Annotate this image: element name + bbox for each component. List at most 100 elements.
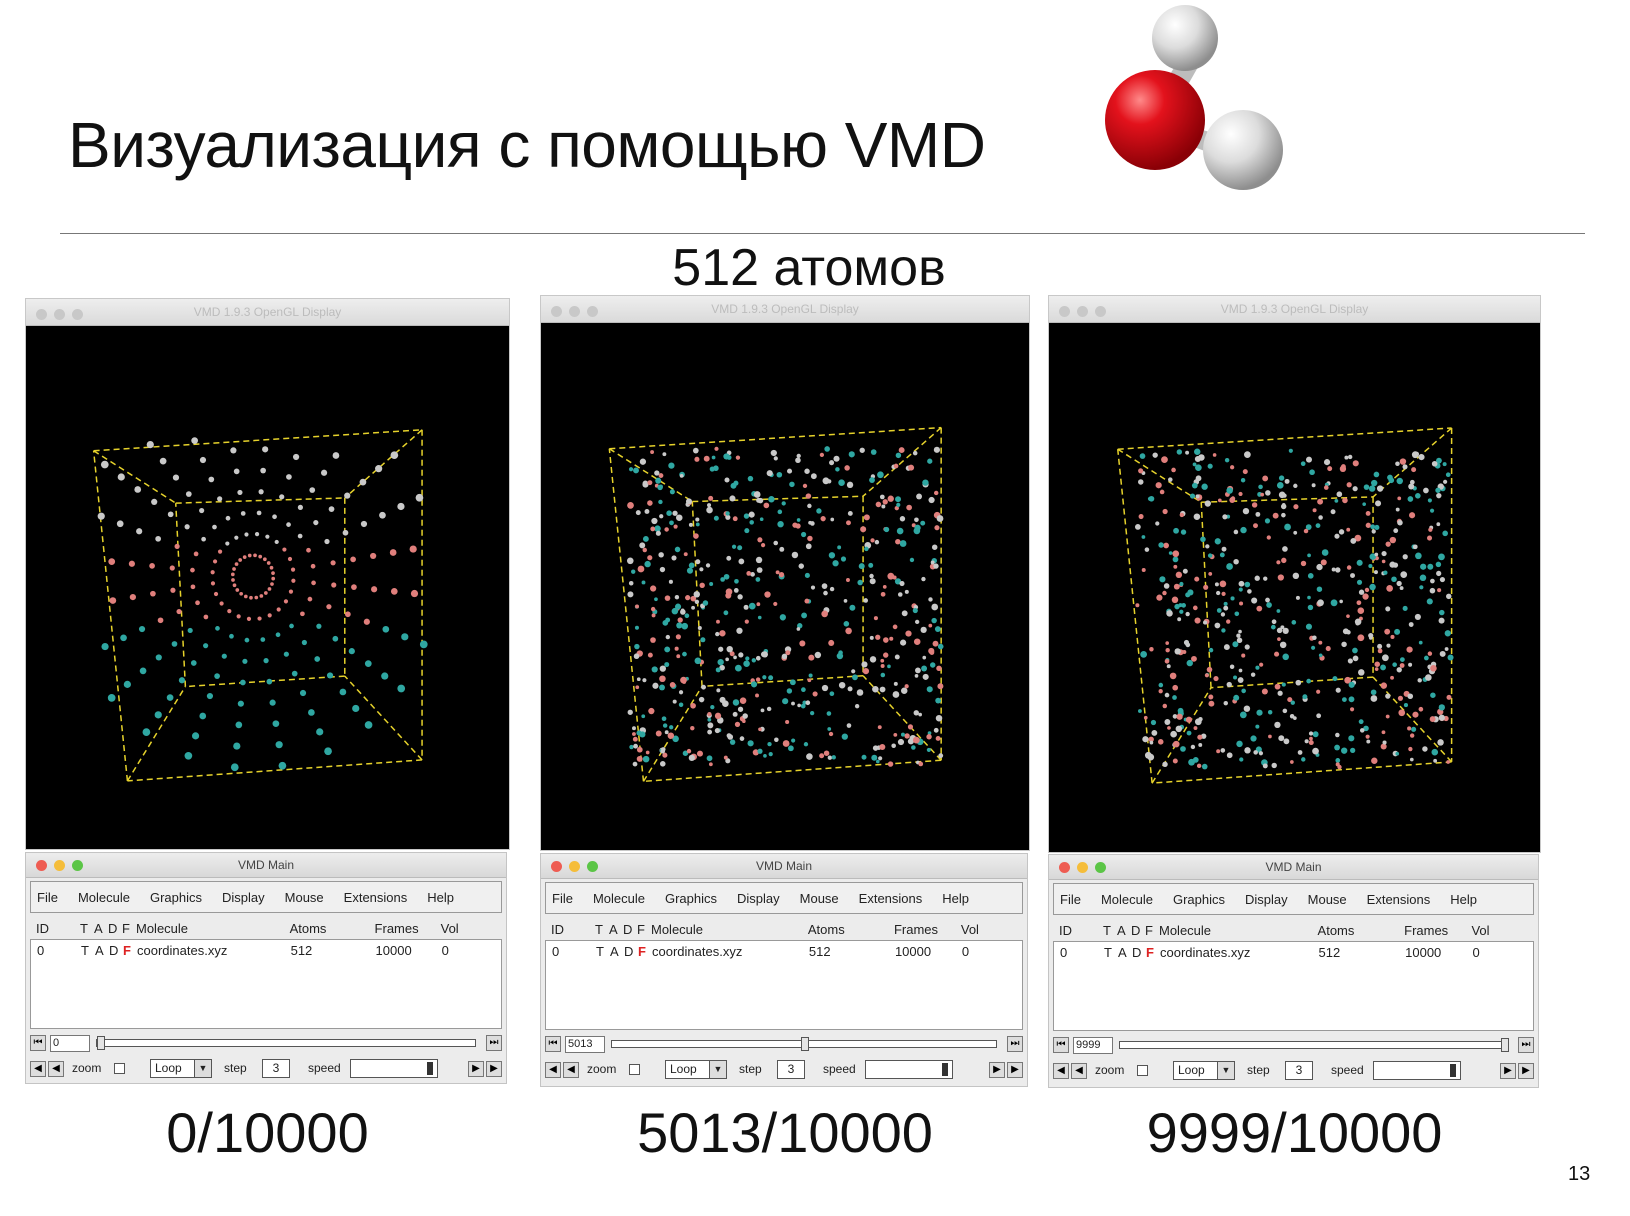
- frame-slider-handle[interactable]: [1500, 1038, 1509, 1052]
- column-a[interactable]: A: [94, 921, 103, 936]
- step-forward-icon[interactable]: ▶: [1518, 1063, 1534, 1079]
- skip-to-end-icon[interactable]: ⏭: [1518, 1037, 1534, 1053]
- loop-mode-select[interactable]: Loop ▼: [1173, 1061, 1235, 1080]
- opengl-display-window[interactable]: VMD 1.9.3 OpenGL Display: [25, 298, 510, 850]
- step-input[interactable]: 3: [262, 1059, 290, 1078]
- speed-slider-handle[interactable]: [427, 1062, 433, 1075]
- menu-item-extensions[interactable]: Extensions: [1366, 891, 1431, 907]
- menu-item-help[interactable]: Help: [427, 889, 455, 905]
- menu-item-help[interactable]: Help: [942, 890, 970, 906]
- frame-number-input[interactable]: 0: [50, 1035, 90, 1052]
- step-forward-icon[interactable]: ▶: [1007, 1062, 1023, 1078]
- close-icon[interactable]: [36, 860, 47, 871]
- play-forward-icon[interactable]: ▶: [989, 1062, 1005, 1078]
- play-reverse-icon[interactable]: ◀: [48, 1061, 64, 1077]
- skip-to-start-icon[interactable]: ⏮: [1053, 1037, 1069, 1053]
- menu-item-graphics[interactable]: Graphics: [1172, 891, 1226, 907]
- menu-item-molecule[interactable]: Molecule: [77, 889, 130, 905]
- step-back-icon[interactable]: ◀: [1053, 1063, 1069, 1079]
- menu-item-mouse[interactable]: Mouse: [799, 890, 839, 906]
- step-back-icon[interactable]: ◀: [30, 1061, 46, 1077]
- minimize-icon[interactable]: [54, 860, 65, 871]
- display-titlebar[interactable]: VMD 1.9.3 OpenGL Display: [541, 296, 1029, 323]
- frame-slider[interactable]: [611, 1037, 997, 1051]
- frame-number-input[interactable]: 9999: [1073, 1037, 1113, 1054]
- menu-item-file[interactable]: File: [1060, 891, 1081, 907]
- speed-slider[interactable]: [350, 1059, 438, 1078]
- speed-slider-handle[interactable]: [942, 1063, 948, 1076]
- menu-item-mouse[interactable]: Mouse: [284, 889, 324, 905]
- column-t[interactable]: T: [1103, 923, 1111, 938]
- column-t[interactable]: T: [80, 921, 88, 936]
- menu-item-molecule[interactable]: Molecule: [1100, 891, 1153, 907]
- column-frames[interactable]: Frames: [893, 922, 938, 937]
- column-d[interactable]: D: [108, 921, 118, 936]
- column-a[interactable]: A: [1117, 923, 1126, 938]
- main-titlebar[interactable]: VMD Main: [541, 854, 1027, 879]
- zoom-icon[interactable]: [1095, 862, 1106, 873]
- speed-slider[interactable]: [865, 1060, 953, 1079]
- zoom-checkbox[interactable]: [114, 1063, 125, 1074]
- vmd-main-window[interactable]: VMD Main File Molecule Graphics Display Mous…: [25, 852, 507, 1084]
- column-d[interactable]: D: [1131, 923, 1141, 938]
- skip-to-end-icon[interactable]: ⏭: [486, 1035, 502, 1051]
- main-titlebar[interactable]: VMD Main: [26, 853, 506, 878]
- column-a[interactable]: A: [609, 922, 618, 937]
- column-molecule[interactable]: Molecule: [136, 921, 189, 936]
- step-input[interactable]: 3: [1285, 1061, 1313, 1080]
- vmd-main-window[interactable]: VMD Main File Molecule Graphics Display Mous…: [540, 853, 1028, 1087]
- menu-item-display[interactable]: Display: [222, 889, 265, 905]
- column-d[interactable]: D: [623, 922, 633, 937]
- column-f[interactable]: F: [637, 922, 645, 937]
- step-back-icon[interactable]: ◀: [545, 1062, 561, 1078]
- minimize-icon[interactable]: [569, 306, 580, 317]
- column-f[interactable]: F: [1145, 923, 1153, 938]
- speed-slider-handle[interactable]: [1450, 1064, 1456, 1077]
- molecule-render-canvas[interactable]: [26, 325, 509, 849]
- menu-item-help[interactable]: Help: [1450, 891, 1478, 907]
- display-titlebar[interactable]: VMD 1.9.3 OpenGL Display: [26, 299, 509, 326]
- menu-item-extensions[interactable]: Extensions: [343, 889, 408, 905]
- skip-to-start-icon[interactable]: ⏮: [545, 1036, 561, 1052]
- menu-item-mouse[interactable]: Mouse: [1307, 891, 1347, 907]
- close-icon[interactable]: [1059, 306, 1070, 317]
- close-icon[interactable]: [551, 306, 562, 317]
- skip-to-start-icon[interactable]: ⏮: [30, 1035, 46, 1051]
- play-forward-icon[interactable]: ▶: [468, 1061, 484, 1077]
- zoom-icon[interactable]: [72, 309, 83, 320]
- play-reverse-icon[interactable]: ◀: [563, 1062, 579, 1078]
- zoom-icon[interactable]: [587, 306, 598, 317]
- menu-item-file[interactable]: File: [37, 889, 58, 905]
- column-id[interactable]: ID: [36, 921, 49, 936]
- loop-mode-select[interactable]: Loop ▼: [665, 1060, 727, 1079]
- column-molecule[interactable]: Molecule: [651, 922, 704, 937]
- column-frames[interactable]: Frames: [1404, 923, 1449, 938]
- column-atoms[interactable]: Atoms: [289, 921, 327, 936]
- column-atoms[interactable]: Atoms: [1317, 923, 1355, 938]
- step-input[interactable]: 3: [777, 1060, 805, 1079]
- zoom-checkbox[interactable]: [1137, 1065, 1148, 1076]
- vmd-main-window[interactable]: VMD Main File Molecule Graphics Display Mous…: [1048, 854, 1539, 1088]
- column-molecule[interactable]: Molecule: [1159, 923, 1212, 938]
- close-icon[interactable]: [36, 309, 47, 320]
- menu-item-graphics[interactable]: Graphics: [149, 889, 203, 905]
- menu-item-display[interactable]: Display: [1245, 891, 1288, 907]
- column-t[interactable]: T: [595, 922, 603, 937]
- frame-slider-handle[interactable]: [97, 1036, 105, 1050]
- step-forward-icon[interactable]: ▶: [486, 1061, 502, 1077]
- column-id[interactable]: ID: [1059, 923, 1072, 938]
- play-reverse-icon[interactable]: ◀: [1071, 1063, 1087, 1079]
- loop-mode-select[interactable]: Loop ▼: [150, 1059, 212, 1078]
- minimize-icon[interactable]: [54, 309, 65, 320]
- column-f[interactable]: F: [122, 921, 130, 936]
- opengl-display-window[interactable]: VMD 1.9.3 OpenGL Display: [1048, 295, 1541, 853]
- menu-item-graphics[interactable]: Graphics: [664, 890, 718, 906]
- menu-item-molecule[interactable]: Molecule: [592, 890, 645, 906]
- display-titlebar[interactable]: VMD 1.9.3 OpenGL Display: [1049, 296, 1540, 323]
- menu-item-display[interactable]: Display: [737, 890, 780, 906]
